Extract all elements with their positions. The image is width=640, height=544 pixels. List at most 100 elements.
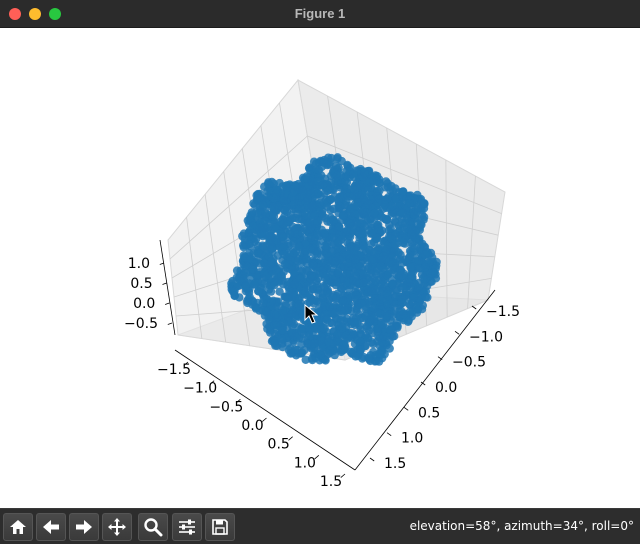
y-axis-tick-mark [437,356,443,360]
scatter-point [270,309,279,319]
z-axis-tick-mark [167,322,173,325]
scatter-point [380,349,389,359]
home-button[interactable] [3,513,33,541]
close-window-button[interactable] [9,8,21,20]
scatter-point [264,223,273,232]
scatter-point [371,285,380,295]
scatter-point [412,303,421,313]
back-button[interactable] [36,513,66,541]
forward-button[interactable] [69,513,99,541]
scatter-point [288,214,297,223]
scatter-point [302,282,311,291]
scatter-point [284,277,293,287]
scatter-point [249,249,258,258]
scatter-point [232,266,242,275]
sliders-icon [179,519,195,535]
x-axis-tick-mark [340,473,346,478]
scatter-point [391,184,400,193]
x-axis-tick-mark [235,399,241,404]
scatter-point [305,331,314,340]
scatter-point [379,251,388,260]
scatter-point [251,304,261,313]
y-axis-tick-label: −1.5 [486,304,520,320]
scatter-point [347,204,356,213]
scatter-point [405,300,414,309]
scatter-point [266,328,275,337]
scatter-point [295,274,305,284]
scatter-point [364,199,373,209]
y-axis-tick-mark [369,457,375,462]
scatter-point [338,296,348,305]
save-button[interactable] [205,513,235,541]
window-titlebar: Figure 1 [0,0,640,28]
pan-button[interactable] [102,513,132,541]
scatter-point [297,227,306,237]
scatter-point [248,265,257,274]
configure-subplots-button[interactable] [172,513,202,541]
scatter-point [379,332,389,341]
scatter-point [391,194,400,204]
scatter-point [333,278,342,287]
scatter-point [267,244,277,253]
scatter-point [357,219,366,228]
scatter-point [318,342,328,352]
x-axis-tick-label: 0.0 [241,418,263,434]
scatter-point [279,196,288,205]
scatter-point [250,200,259,209]
scatter-point [246,242,255,251]
scatter-point [376,261,385,271]
scatter-point [421,250,430,259]
navigation-toolbar: elevation=58°, azimuth=34°, roll=0° [0,508,640,544]
y-axis-ticks: −1.5 −1.0 −0.5 0.0 0.5 1.0 1.5 [369,304,520,472]
scatter-point [243,298,252,308]
scatter-point [362,323,372,332]
scatter-point [352,306,361,315]
scatter-point [290,312,300,322]
scatter-point [293,257,302,266]
scatter-point [269,212,279,221]
arrow-right-icon [76,520,92,534]
maximize-window-button[interactable] [49,8,61,20]
scatter-point [413,219,422,228]
scatter-point [269,296,278,305]
scatter-point [315,199,324,208]
x-axis-tick-label: 1.5 [320,474,342,490]
scatter-point [337,235,346,244]
scatter-point [351,352,360,361]
scatter-point [349,172,358,182]
scatter-point [331,161,341,171]
scatter-point [300,208,309,218]
scatter-point [391,218,400,227]
scatter-point [261,217,270,226]
x-axis-ticks: −1.5 −1.0 −0.5 0.0 0.51.01.5 [157,361,346,490]
scatter-point [375,178,384,187]
scatter-3d-plot[interactable]: −1.5−1.0−0.50.00.51.01.5 −1.5−1.0−0.50.0… [0,28,640,508]
scatter-point [355,251,364,260]
scatter-point [302,255,312,264]
window-title: Figure 1 [294,6,346,21]
scatter-point [356,345,365,355]
magnifier-icon [144,518,163,537]
y-axis-line [354,289,496,471]
scatter-point [319,323,328,333]
scatter-point [280,259,290,269]
zoom-button[interactable] [138,513,168,541]
scatter-point [385,344,394,353]
scatter-point [253,222,262,231]
figure-canvas[interactable]: −1.5 −1.0 −0.5 0.0 0.5 1.0 1.5 −1.5 −1.0 −0.5 0.0… [0,28,640,508]
scatter-point [369,304,379,313]
scatter-point [351,272,360,281]
scatter-point [390,331,399,341]
scatter-point [304,290,314,299]
scatter-point [364,353,373,363]
minimize-window-button[interactable] [29,8,41,20]
z-axis-tick-mark [162,282,167,285]
scatter-point [247,208,256,217]
x-axis-tick-label: −1.5 [157,362,191,378]
scatter-point [339,211,348,221]
scatter-point [290,182,300,191]
scatter-point [240,252,249,262]
mouse-cursor-icon [304,303,319,324]
x-axis-tick-mark [288,436,293,441]
scatter-point [404,278,413,287]
